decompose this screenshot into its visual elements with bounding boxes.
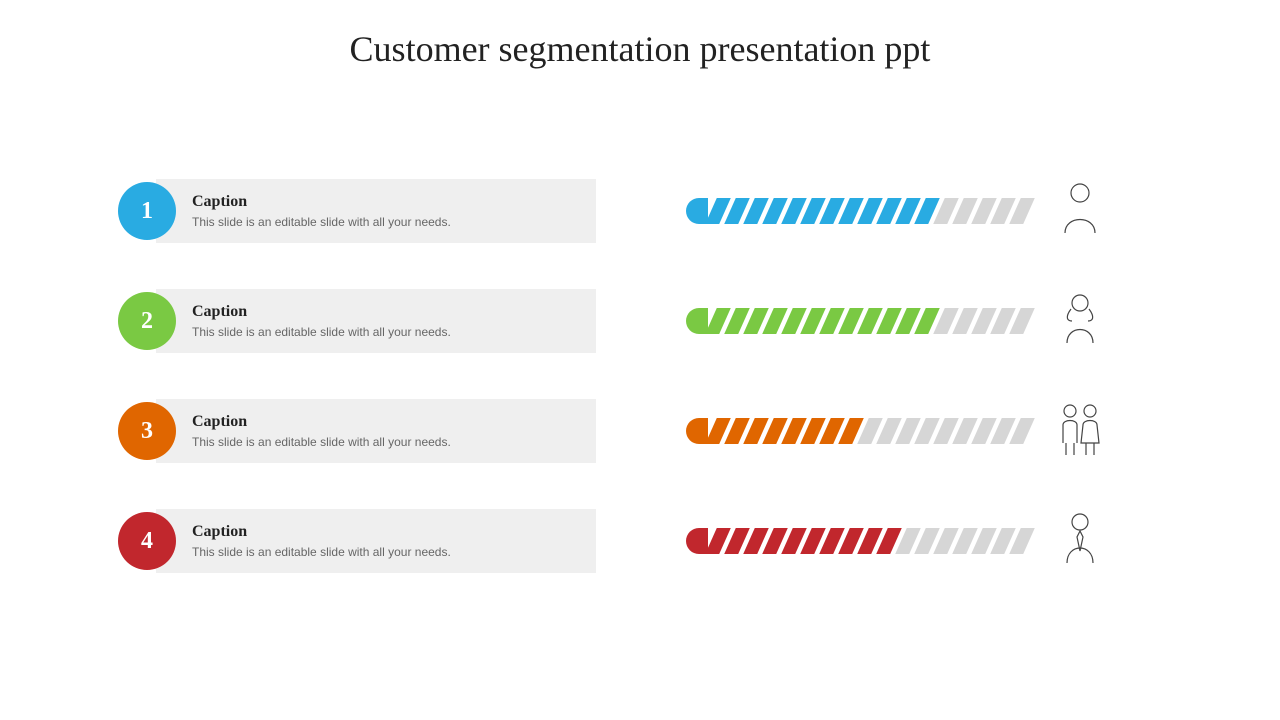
segment-row: 3 Caption This slide is an editable slide …	[118, 395, 1178, 467]
progress-wrap	[686, 181, 1105, 242]
caption-box: Caption This slide is an editable slide w…	[156, 509, 596, 573]
caption-description: This slide is an editable slide with all…	[192, 325, 580, 339]
progress-segment	[686, 308, 708, 334]
caption-description: This slide is an editable slide with all…	[192, 545, 580, 559]
progress-segment	[686, 198, 708, 224]
rows-container: 1 Caption This slide is an editable slide …	[118, 175, 1178, 615]
caption-title: Caption	[192, 193, 580, 211]
caption-box: Caption This slide is an editable slide w…	[156, 289, 596, 353]
caption-box: Caption This slide is an editable slide w…	[156, 399, 596, 463]
number-badge: 4	[118, 512, 176, 570]
progress-segment	[686, 418, 708, 444]
number-badge: 1	[118, 182, 176, 240]
progress-segment	[686, 528, 708, 554]
progress-bar	[686, 418, 1029, 444]
caption-title: Caption	[192, 303, 580, 321]
number-badge: 2	[118, 292, 176, 350]
slide-title: Customer segmentation presentation ppt	[0, 28, 1280, 70]
man-icon	[1029, 181, 1105, 242]
caption-title: Caption	[192, 523, 580, 541]
segment-row: 4 Caption This slide is an editable slide …	[118, 505, 1178, 577]
segment-row: 1 Caption This slide is an editable slide …	[118, 175, 1178, 247]
segment-row: 2 Caption This slide is an editable slide …	[118, 285, 1178, 357]
progress-wrap	[686, 511, 1105, 572]
number-badge: 3	[118, 402, 176, 460]
caption-title: Caption	[192, 413, 580, 431]
progress-bar	[686, 528, 1029, 554]
caption-description: This slide is an editable slide with all…	[192, 435, 580, 449]
progress-wrap	[686, 291, 1105, 352]
couple-icon	[1029, 401, 1105, 462]
caption-box: Caption This slide is an editable slide w…	[156, 179, 596, 243]
progress-bar	[686, 308, 1029, 334]
caption-description: This slide is an editable slide with all…	[192, 215, 580, 229]
progress-bar	[686, 198, 1029, 224]
man-tie-icon	[1029, 511, 1105, 572]
progress-wrap	[686, 401, 1105, 462]
woman-icon	[1029, 291, 1105, 352]
